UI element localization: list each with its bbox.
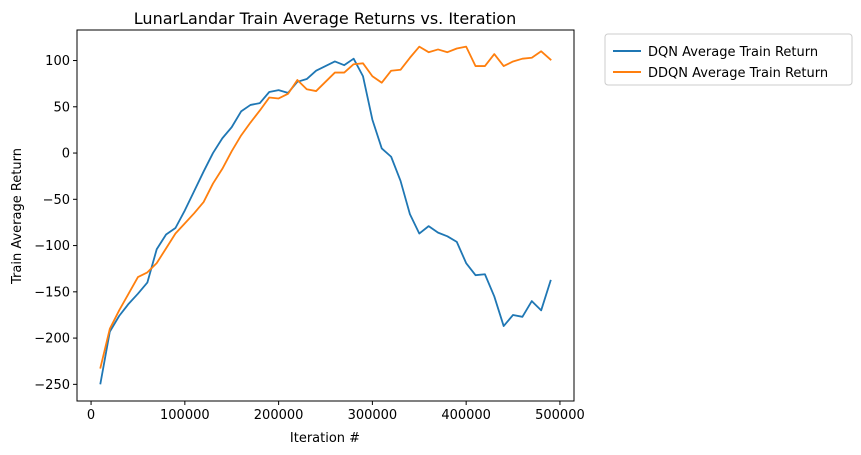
series-line-ddqn [99,45,552,369]
y-tick-label: 100 [45,54,70,69]
axis-ticks: 0 100000 200000 300000 400000 500000 −250 −200 −… [34,54,584,423]
x-tick-label: 0 [87,408,95,423]
y-tick-label: 0 [62,147,70,162]
y-axis-label: Train Average Return [10,148,25,285]
x-tick-label: 300000 [348,408,398,423]
plot-area [76,29,575,402]
series-line-dqn [99,57,552,385]
y-tick-label: 50 [53,100,70,115]
legend: DQN Average Train Return DDQN Average Tr… [604,33,853,86]
x-tick-label: 100000 [160,408,210,423]
legend-box [604,33,853,86]
chart-title: LunarLandar Train Average Returns vs. It… [134,9,516,28]
y-tick-label: −250 [34,378,70,393]
legend-label-dqn: DQN Average Train Return [648,45,818,60]
y-tick-label: −150 [34,285,70,300]
x-tick-label: 400000 [441,408,491,423]
y-tick-label: −200 [34,332,70,347]
legend-label-ddqn: DDQN Average Train Return [648,66,828,81]
x-axis-label: Iteration # [290,431,360,446]
y-tick-label: −100 [34,239,70,254]
x-tick-label: 200000 [254,408,304,423]
x-tick-label: 500000 [535,408,585,423]
y-tick-label: −50 [43,193,70,208]
series-lines [99,45,552,385]
